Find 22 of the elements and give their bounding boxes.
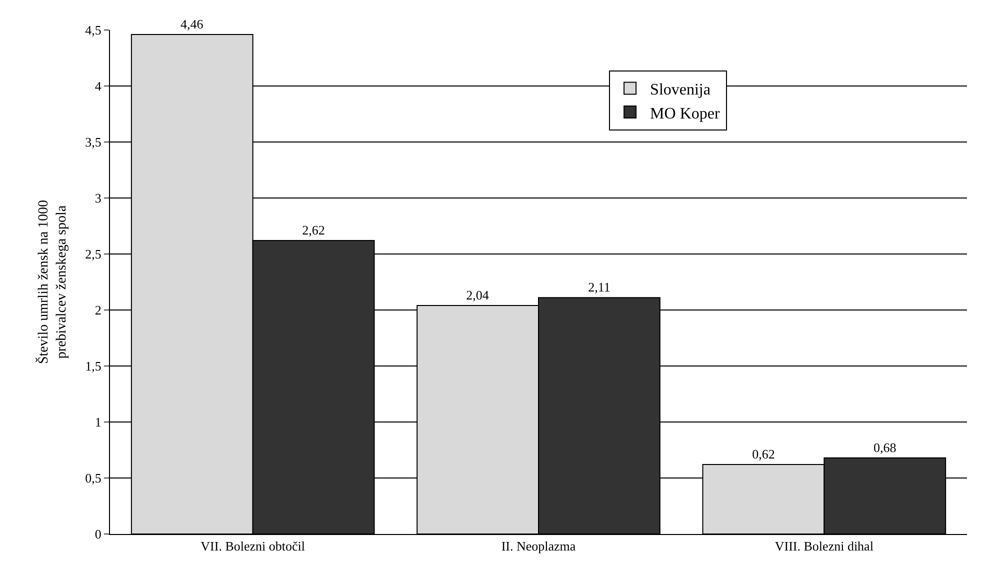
data-label: 4,46: [180, 16, 204, 32]
x-tick-label: VIII. Bolezni dihal: [774, 538, 874, 554]
x-tick-label: VII. Bolezni obtočil: [200, 538, 306, 554]
y-axis-title: Število umrlih žensk na 1000 prebivalcev ženskega spola: [34, 200, 70, 364]
y-tick-label: 4: [94, 78, 102, 94]
y-tick-label: 0,5: [85, 470, 102, 486]
legend-label: MO Koper: [650, 105, 720, 122]
y-tick-label: 3,5: [85, 134, 102, 150]
y-tick-label: 4,5: [85, 22, 102, 38]
y-tick-label: 1,5: [85, 358, 102, 374]
y-tick-label: 2,5: [85, 246, 102, 262]
y-tick-label: 0: [94, 526, 102, 542]
y-tick-label: 3: [94, 190, 102, 206]
data-label: 2,04: [466, 288, 490, 303]
y-tick-label: 1: [94, 414, 102, 430]
legend-label: Slovenija: [650, 81, 710, 98]
y-tick-label: 2: [94, 302, 102, 318]
data-label: 0,68: [874, 440, 896, 455]
data-label: 2,11: [588, 280, 610, 295]
x-tick-label: II. Neoplazma: [501, 538, 576, 554]
data-label: 2,62: [302, 222, 325, 238]
data-label: 0,62: [752, 446, 775, 462]
